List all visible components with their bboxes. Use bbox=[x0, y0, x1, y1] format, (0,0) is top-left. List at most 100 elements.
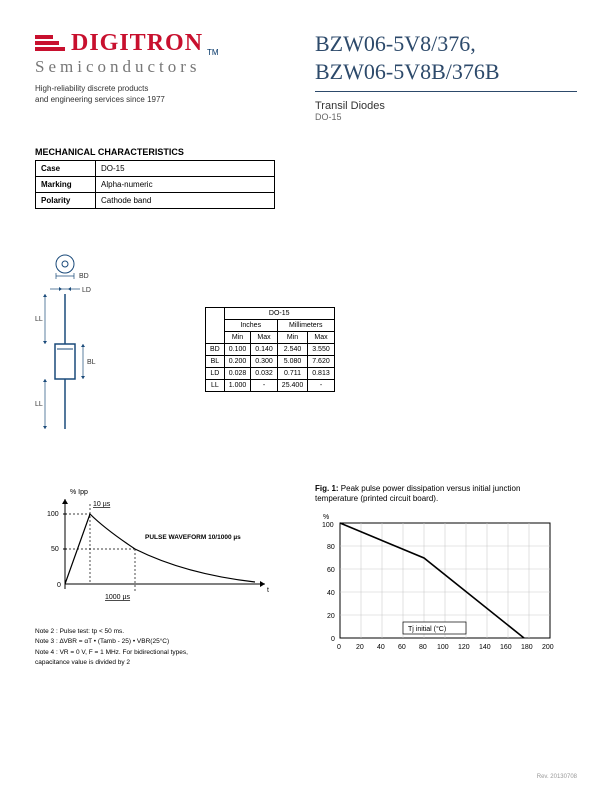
dim-sub: Max bbox=[308, 331, 335, 343]
table-row: LD0.0280.0320.7110.813 bbox=[206, 367, 335, 379]
power-chart: Fig. 1: Peak pulse power dissipation ver… bbox=[315, 484, 565, 669]
notes: Note 2 : Pulse test: tp < 50 ms. Note 3 … bbox=[35, 627, 285, 669]
pulse-chart: % Ipp 100 50 0 10 µs PULSE WAVEFORM 10/1… bbox=[35, 484, 285, 669]
svg-text:60: 60 bbox=[327, 567, 335, 574]
table-row: CaseDO-15 bbox=[36, 161, 275, 177]
table-row: MinMaxMinMax bbox=[206, 331, 335, 343]
svg-text:140: 140 bbox=[479, 644, 491, 651]
mech-label: Case bbox=[36, 161, 96, 177]
dim-v: 0.200 bbox=[224, 355, 251, 367]
dim-unit: Millimeters bbox=[277, 319, 334, 331]
dim-key: BD bbox=[206, 343, 225, 355]
svg-text:80: 80 bbox=[327, 544, 335, 551]
dim-v: 7.620 bbox=[308, 355, 335, 367]
logo-tm: TM bbox=[207, 48, 219, 57]
note-line: capacitance value is divided by 2 bbox=[35, 658, 285, 668]
dim-v: 0.032 bbox=[251, 367, 278, 379]
svg-text:Tj initial (°C): Tj initial (°C) bbox=[408, 625, 446, 633]
svg-text:100: 100 bbox=[322, 522, 334, 529]
table-row: InchesMillimeters bbox=[206, 319, 335, 331]
svg-text:50: 50 bbox=[51, 546, 59, 553]
dim-v: 5.080 bbox=[277, 355, 307, 367]
logo-block: DIGITRON TM Semiconductors High-reliabil… bbox=[35, 30, 295, 122]
note-line: Note 4 : VR = 0 V, F = 1 MHz. For bidire… bbox=[35, 648, 285, 658]
mech-label: Marking bbox=[36, 177, 96, 193]
svg-text:%: % bbox=[323, 514, 329, 521]
svg-text:100: 100 bbox=[437, 644, 449, 651]
dim-v: - bbox=[308, 379, 335, 391]
dim-sub: Min bbox=[277, 331, 307, 343]
tagline-line: High-reliability discrete products bbox=[35, 83, 295, 94]
dim-v: 3.550 bbox=[308, 343, 335, 355]
fig-caption: Fig. 1: Peak pulse power dissipation ver… bbox=[315, 484, 565, 505]
svg-text:120: 120 bbox=[458, 644, 470, 651]
table-row: LL1.000-25.400- bbox=[206, 379, 335, 391]
svg-text:180: 180 bbox=[521, 644, 533, 651]
tagline: High-reliability discrete products and e… bbox=[35, 83, 295, 105]
part-title: BZW06-5V8/376, BZW06-5V8B/376B bbox=[315, 30, 577, 92]
package-diagram: BD LD LL LL BL bbox=[35, 249, 165, 449]
fig-text: Peak pulse power dissipation versus init… bbox=[315, 484, 520, 503]
dim-table: DO-15 InchesMillimeters MinMaxMinMax BD0… bbox=[205, 307, 335, 392]
mech-heading: MECHANICAL CHARACTERISTICS bbox=[35, 147, 577, 157]
logo-bar bbox=[35, 41, 59, 45]
package-label: DO-15 bbox=[315, 112, 577, 122]
dim-v: 1.000 bbox=[224, 379, 251, 391]
mech-val: Cathode band bbox=[96, 193, 275, 209]
logo-subtitle: Semiconductors bbox=[35, 57, 295, 77]
title-block: BZW06-5V8/376, BZW06-5V8B/376B Transil D… bbox=[315, 30, 577, 122]
svg-text:0: 0 bbox=[337, 644, 341, 651]
svg-text:160: 160 bbox=[500, 644, 512, 651]
svg-text:t: t bbox=[267, 587, 269, 594]
svg-text:LL: LL bbox=[35, 316, 43, 323]
table-row: BL0.2000.3005.0807.620 bbox=[206, 355, 335, 367]
svg-text:20: 20 bbox=[356, 644, 364, 651]
dim-v: 0.140 bbox=[251, 343, 278, 355]
svg-text:60: 60 bbox=[398, 644, 406, 651]
dim-table-block: DO-15 InchesMillimeters MinMaxMinMax BD0… bbox=[205, 307, 335, 392]
table-row: BD0.1000.1402.5403.550 bbox=[206, 343, 335, 355]
logo-bar bbox=[35, 47, 65, 51]
dim-v: 0.711 bbox=[277, 367, 307, 379]
table-row: PolarityCathode band bbox=[36, 193, 275, 209]
subtitle: Transil Diodes bbox=[315, 100, 577, 112]
dim-sub: Min bbox=[224, 331, 251, 343]
tagline-line: and engineering services since 1977 bbox=[35, 94, 295, 105]
svg-text:LL: LL bbox=[35, 401, 43, 408]
mech-val: DO-15 bbox=[96, 161, 275, 177]
mech-table: CaseDO-15 MarkingAlpha-numeric PolarityC… bbox=[35, 160, 275, 209]
dim-v: 0.813 bbox=[308, 367, 335, 379]
logo-bars bbox=[35, 35, 65, 51]
table-row: DO-15 bbox=[206, 307, 335, 319]
svg-text:1000 µs: 1000 µs bbox=[105, 594, 131, 601]
svg-text:0: 0 bbox=[57, 582, 61, 589]
svg-text:40: 40 bbox=[377, 644, 385, 651]
dim-v: 0.028 bbox=[224, 367, 251, 379]
dim-v: 25.400 bbox=[277, 379, 307, 391]
dim-key: LL bbox=[206, 379, 225, 391]
logo: DIGITRON TM bbox=[35, 30, 295, 57]
logo-name: DIGITRON bbox=[71, 30, 203, 57]
svg-text:100: 100 bbox=[47, 511, 59, 518]
svg-text:200: 200 bbox=[542, 644, 554, 651]
svg-text:LD: LD bbox=[82, 287, 91, 294]
part-line: BZW06-5V8B/376B bbox=[315, 58, 577, 86]
note-line: Note 2 : Pulse test: tp < 50 ms. bbox=[35, 627, 285, 637]
dim-unit: Inches bbox=[224, 319, 277, 331]
svg-text:10 µs: 10 µs bbox=[93, 501, 111, 508]
dim-v: 0.300 bbox=[251, 355, 278, 367]
mech-val: Alpha-numeric bbox=[96, 177, 275, 193]
table-row: MarkingAlpha-numeric bbox=[36, 177, 275, 193]
dim-key: BL bbox=[206, 355, 225, 367]
mech-label: Polarity bbox=[36, 193, 96, 209]
dim-key: LD bbox=[206, 367, 225, 379]
dim-v: - bbox=[251, 379, 278, 391]
revision: Rev. 20130708 bbox=[537, 774, 577, 780]
note-line: Note 3 : ∆VBR = αT • (Tamb - 25) • VBR(2… bbox=[35, 637, 285, 647]
dim-header: DO-15 bbox=[224, 307, 334, 319]
svg-text:20: 20 bbox=[327, 613, 335, 620]
svg-text:BL: BL bbox=[87, 359, 96, 366]
svg-text:BD: BD bbox=[79, 273, 89, 280]
svg-text:0: 0 bbox=[331, 636, 335, 643]
logo-bar bbox=[35, 35, 53, 39]
